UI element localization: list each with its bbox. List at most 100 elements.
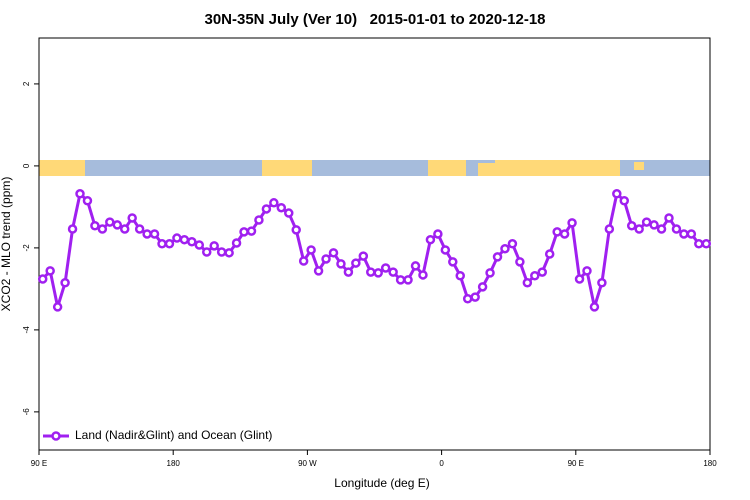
data-point bbox=[60, 277, 70, 288]
legend-label: Land (Nadir&Glint) and Ocean (Glint) bbox=[75, 428, 272, 442]
data-point bbox=[537, 267, 547, 277]
data-point bbox=[373, 268, 383, 278]
data-point bbox=[626, 221, 637, 231]
x-tick-label: 180 bbox=[167, 459, 181, 468]
data-point bbox=[90, 221, 100, 231]
data-point bbox=[462, 293, 473, 304]
data-point bbox=[328, 248, 339, 258]
data-point bbox=[306, 245, 316, 255]
data-point bbox=[477, 282, 488, 292]
data-point bbox=[134, 224, 145, 234]
data-point bbox=[52, 302, 63, 312]
data-point bbox=[515, 257, 525, 267]
data-point bbox=[433, 229, 443, 239]
data-point bbox=[105, 217, 115, 227]
data-point bbox=[366, 267, 376, 277]
series-line bbox=[41, 190, 707, 308]
data-point bbox=[641, 217, 652, 227]
data-point bbox=[656, 224, 667, 234]
data-point bbox=[507, 239, 518, 249]
data-point bbox=[202, 247, 212, 257]
data-point bbox=[582, 266, 592, 276]
data-point bbox=[179, 234, 190, 245]
data-point bbox=[261, 204, 272, 214]
data-point bbox=[440, 245, 451, 255]
y-tick-label: 0 bbox=[22, 163, 31, 168]
x-tick-label: 180 bbox=[703, 459, 717, 468]
data-point bbox=[597, 277, 607, 288]
y-tick-label: -6 bbox=[22, 408, 31, 416]
x-tick-label: 90 E bbox=[568, 459, 584, 468]
data-point bbox=[574, 274, 585, 284]
data-point bbox=[75, 189, 85, 199]
x-tick-label: 0 bbox=[439, 459, 444, 468]
land-ocean-strip bbox=[39, 160, 710, 176]
data-point bbox=[492, 252, 503, 262]
data-point bbox=[269, 198, 279, 208]
data-point bbox=[559, 229, 570, 239]
chart-title: 30N-35N July (Ver 10) 2015-01-01 to 2020… bbox=[204, 11, 545, 28]
data-point bbox=[589, 302, 600, 312]
data-point bbox=[119, 224, 130, 234]
data-point bbox=[157, 239, 167, 249]
data-point bbox=[149, 229, 160, 239]
data-point bbox=[172, 233, 182, 243]
data-point bbox=[127, 213, 137, 223]
x-tick-label: 90 E bbox=[31, 459, 47, 468]
data-point bbox=[470, 292, 480, 302]
data-point bbox=[418, 270, 428, 280]
data-point bbox=[239, 227, 249, 237]
data-point bbox=[284, 208, 294, 218]
x-tick-label: 90 W bbox=[298, 459, 317, 468]
data-point bbox=[448, 257, 458, 267]
data-point bbox=[634, 224, 644, 234]
plot-frame bbox=[38, 37, 711, 451]
data-point bbox=[358, 251, 369, 261]
data-point bbox=[112, 220, 123, 230]
data-point bbox=[425, 234, 436, 245]
data-point bbox=[485, 268, 495, 278]
data-point bbox=[321, 254, 331, 264]
data-point bbox=[530, 271, 540, 281]
y-tick-label: -2 bbox=[22, 244, 31, 252]
data-point bbox=[291, 225, 301, 235]
data-point bbox=[142, 229, 152, 239]
data-point bbox=[388, 267, 398, 277]
data-point bbox=[649, 220, 659, 230]
data-point bbox=[679, 229, 689, 239]
data-point bbox=[209, 241, 219, 251]
data-point bbox=[455, 271, 465, 281]
data-point bbox=[97, 224, 108, 234]
data-point bbox=[403, 275, 413, 285]
data-point bbox=[694, 239, 704, 249]
y-tick-label: -4 bbox=[22, 326, 31, 334]
data-point bbox=[194, 240, 205, 250]
data-point bbox=[224, 248, 234, 258]
legend-marker bbox=[51, 431, 61, 441]
data-point bbox=[187, 236, 197, 247]
data-point bbox=[254, 215, 264, 225]
data-point bbox=[313, 266, 324, 276]
data-point bbox=[500, 243, 510, 254]
data-point bbox=[298, 256, 309, 266]
data-point bbox=[544, 249, 555, 259]
y-axis-label: XCO2 - MLO trend (ppm) bbox=[0, 177, 13, 312]
data-point bbox=[522, 277, 533, 288]
data-point bbox=[604, 224, 615, 234]
x-axis-label: Longitude (deg E) bbox=[334, 476, 429, 490]
data-point bbox=[351, 258, 361, 268]
data-point bbox=[231, 238, 242, 248]
data-point bbox=[343, 267, 354, 277]
data-point bbox=[82, 196, 93, 206]
data-point bbox=[395, 275, 406, 285]
y-tick-label: 2 bbox=[22, 81, 31, 86]
data-point bbox=[336, 259, 346, 269]
data-point bbox=[567, 218, 577, 228]
data-point bbox=[37, 274, 48, 284]
data-point bbox=[552, 227, 562, 237]
data-point bbox=[664, 213, 674, 223]
data-point bbox=[701, 239, 712, 249]
data-point bbox=[671, 224, 682, 234]
data-point bbox=[164, 239, 175, 249]
